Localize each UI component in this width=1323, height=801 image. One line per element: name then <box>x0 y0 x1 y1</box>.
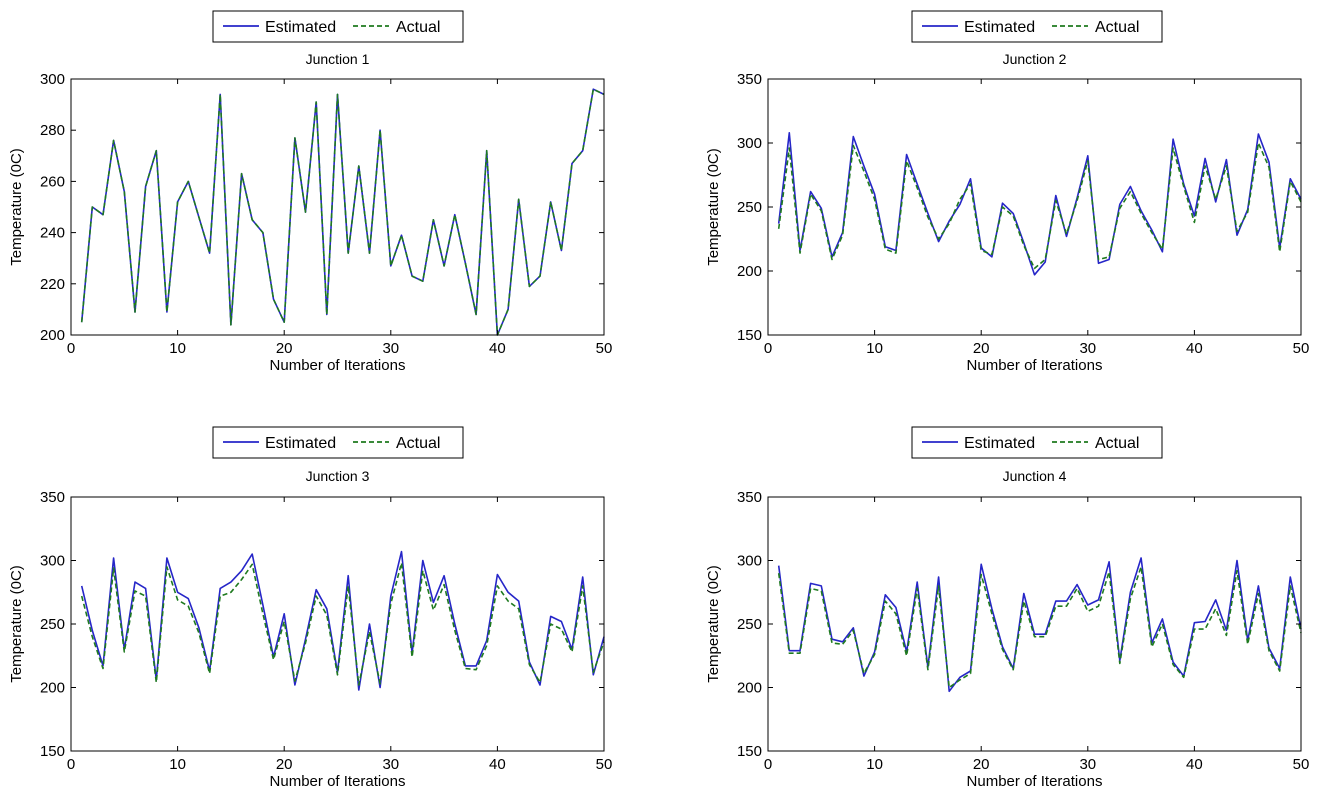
x-tick-label: 30 <box>1079 340 1096 357</box>
x-tick-label: 10 <box>866 756 883 773</box>
x-tick-label: 0 <box>67 756 75 773</box>
x-tick-label: 30 <box>382 340 399 357</box>
y-tick-label: 200 <box>737 263 762 280</box>
chart-panel-2: Junction 2 0 10 20 30 40 50 150 200 250 300 350 Numb… <box>705 10 1310 374</box>
series-line-estimated <box>777 557 1302 693</box>
x-tick-label: 50 <box>596 340 613 357</box>
y-tick-label: 300 <box>40 553 65 570</box>
x-axis-label: Number of Iterations <box>967 773 1103 790</box>
x-tick-label: 10 <box>169 756 186 773</box>
x-tick-label: 40 <box>489 756 506 773</box>
series-line-actual <box>777 566 1302 689</box>
x-tick-label: 20 <box>973 340 990 357</box>
legend-label-actual: Actual <box>396 435 440 452</box>
y-tick-label: 220 <box>40 276 65 293</box>
chart-panel-3: Junction 3 0 10 20 30 40 50 150 200 250 300 350 Numb… <box>8 426 613 790</box>
x-tick-label: 20 <box>973 756 990 773</box>
legend: Estimated Actual <box>212 10 464 43</box>
chart-panel-1: Junction 1 0 10 20 30 40 50 200 220 240 260 280 300 N… <box>8 10 613 374</box>
y-axis-label: Temperature (0C) <box>8 565 25 683</box>
y-tick-label: 280 <box>40 122 65 139</box>
x-tick-label: 10 <box>866 340 883 357</box>
x-tick-label: 20 <box>276 340 293 357</box>
series-line-actual <box>777 142 1302 270</box>
y-tick-label: 200 <box>40 680 65 697</box>
y-tick-label: 350 <box>40 489 65 506</box>
x-tick-label: 50 <box>1293 340 1310 357</box>
x-tick-label: 0 <box>67 340 75 357</box>
y-tick-label: 200 <box>737 680 762 697</box>
x-tick-label: 50 <box>1293 756 1310 773</box>
chart-title: Junction 4 <box>1003 468 1067 484</box>
x-tick-label: 0 <box>764 756 772 773</box>
y-tick-label: 250 <box>737 199 762 216</box>
y-axis-label: Temperature (0C) <box>705 565 722 683</box>
legend-label-actual: Actual <box>396 19 440 36</box>
y-tick-label: 250 <box>737 616 762 633</box>
axes-box <box>70 496 605 752</box>
x-tick-label: 40 <box>489 340 506 357</box>
legend-label-estimated: Estimated <box>964 19 1035 36</box>
y-tick-label: 150 <box>737 743 762 760</box>
x-axis-label: Number of Iterations <box>967 357 1103 374</box>
legend-label-actual: Actual <box>1095 19 1139 36</box>
axes-box <box>70 78 605 336</box>
y-tick-label: 300 <box>737 135 762 152</box>
y-tick-label: 300 <box>40 71 65 88</box>
legend-label-actual: Actual <box>1095 435 1139 452</box>
y-tick-label: 240 <box>40 225 65 242</box>
x-tick-label: 30 <box>382 756 399 773</box>
y-axis-label: Temperature (0C) <box>8 148 25 266</box>
y-tick-label: 260 <box>40 173 65 190</box>
chart-title: Junction 2 <box>1003 51 1067 67</box>
y-tick-label: 300 <box>737 553 762 570</box>
x-tick-label: 40 <box>1186 756 1203 773</box>
x-tick-label: 50 <box>596 756 613 773</box>
axes-box <box>767 78 1302 336</box>
legend: Estimated Actual <box>212 426 464 459</box>
y-tick-label: 150 <box>40 743 65 760</box>
series-line-estimated <box>80 550 605 691</box>
chart-title: Junction 1 <box>306 51 370 67</box>
y-tick-label: 350 <box>737 489 762 506</box>
y-tick-label: 250 <box>40 616 65 633</box>
axes-box <box>767 496 1302 752</box>
chart-panel-4: Junction 4 0 10 20 30 40 50 150 200 250 300 350 Numb… <box>705 426 1310 790</box>
x-tick-label: 30 <box>1079 756 1096 773</box>
y-axis-label: Temperature (0C) <box>705 148 722 266</box>
legend: Estimated Actual <box>911 426 1163 459</box>
x-axis-label: Number of Iterations <box>270 357 406 374</box>
x-axis-label: Number of Iterations <box>270 773 406 790</box>
x-tick-label: 10 <box>169 340 186 357</box>
y-tick-label: 350 <box>737 71 762 88</box>
legend-label-estimated: Estimated <box>265 19 336 36</box>
y-tick-label: 150 <box>737 327 762 344</box>
legend-label-estimated: Estimated <box>265 435 336 452</box>
x-tick-label: 40 <box>1186 340 1203 357</box>
x-tick-label: 20 <box>276 756 293 773</box>
legend: Estimated Actual <box>911 10 1163 43</box>
chart-title: Junction 3 <box>306 468 370 484</box>
series-line-actual <box>80 88 605 336</box>
series-line-actual <box>80 562 605 686</box>
legend-label-estimated: Estimated <box>964 435 1035 452</box>
y-tick-label: 200 <box>40 327 65 344</box>
x-tick-label: 0 <box>764 340 772 357</box>
